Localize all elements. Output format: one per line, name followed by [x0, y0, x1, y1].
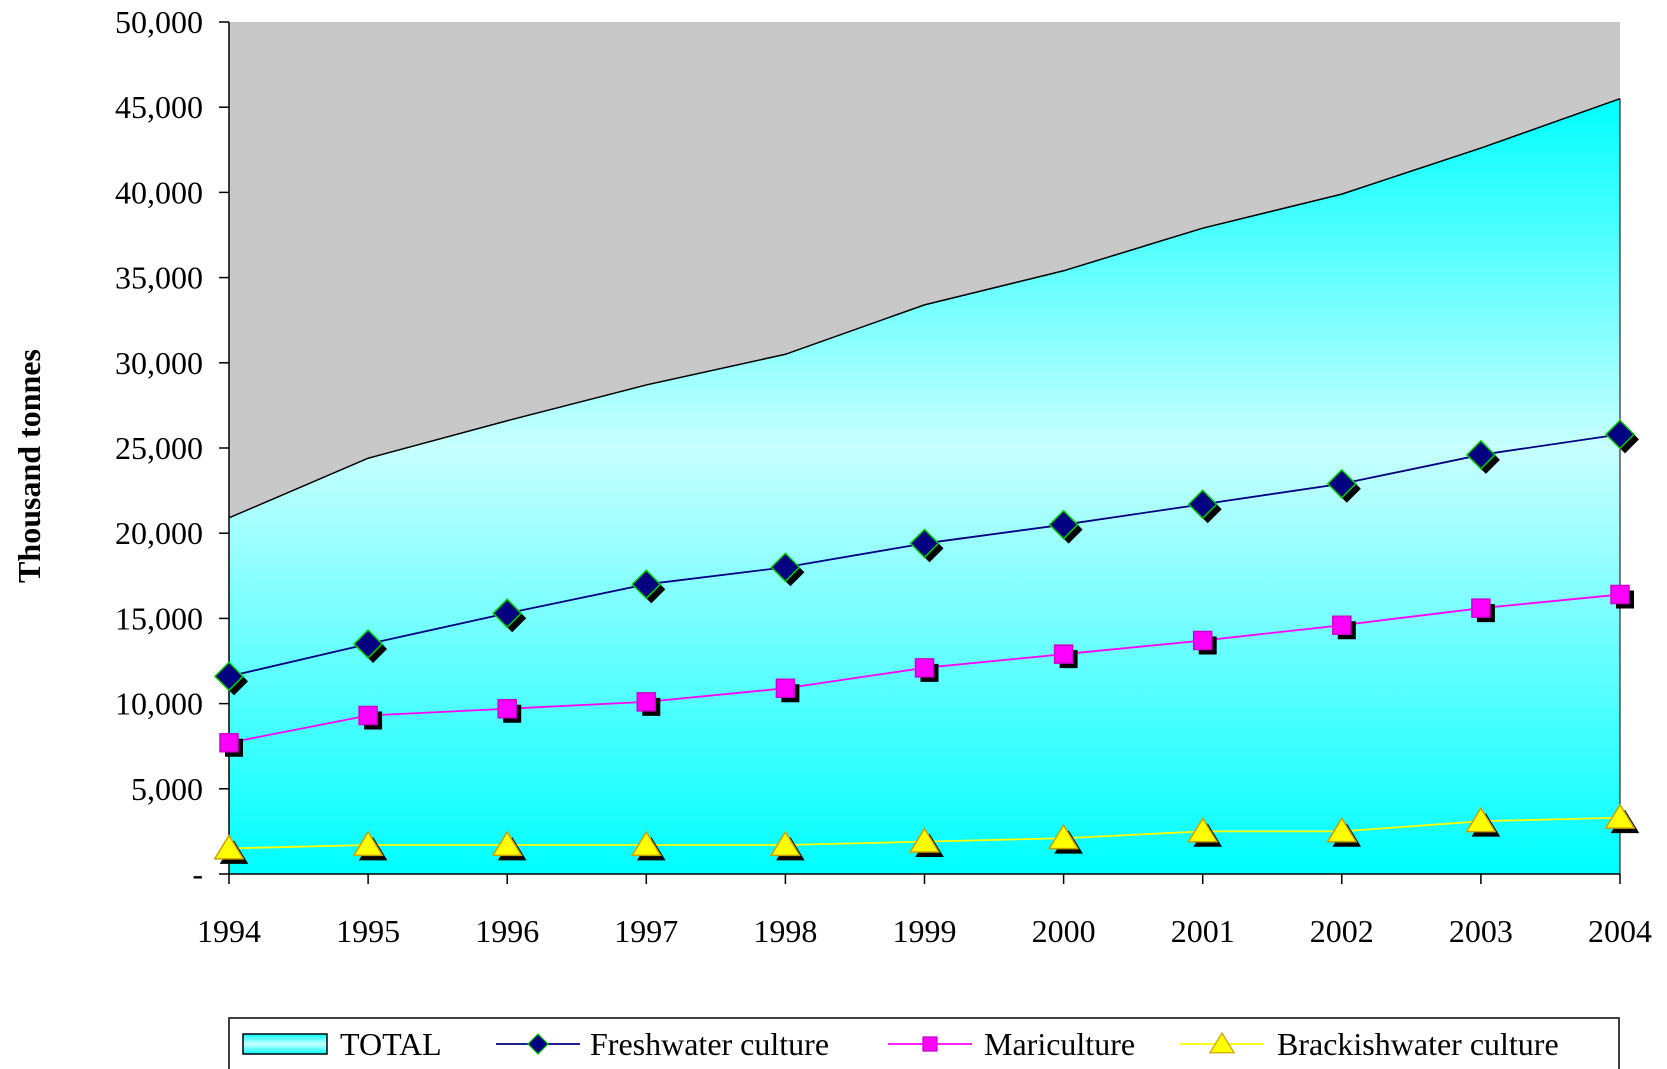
y-tick-label: 20,000 — [115, 515, 203, 551]
marker-brackishwater-culture — [213, 834, 245, 860]
marker-freshwater-culture — [770, 552, 801, 583]
series-line-total — [228, 97, 1621, 519]
marker-brackishwater-culture — [908, 827, 941, 853]
y-tick-label: 15,000 — [115, 600, 203, 636]
area-layer — [229, 98, 1620, 875]
legend-marker-brackishwater-culture — [1208, 1031, 1236, 1054]
marker-freshwater-culture — [492, 598, 523, 629]
marker-brackishwater-culture — [1187, 816, 1219, 843]
marker-mariculture — [636, 692, 657, 712]
x-tick-label: 1994 — [197, 913, 261, 949]
marker-freshwater-culture — [1326, 468, 1357, 499]
marker-mariculture — [219, 733, 239, 753]
legend-label-mariculture: Mariculture — [984, 1026, 1135, 1062]
marker-freshwater-culture — [213, 661, 245, 692]
marker-freshwater-culture — [1465, 439, 1496, 470]
x-tick-label: 1997 — [614, 913, 678, 949]
x-tick-label: 1998 — [753, 913, 817, 949]
marker-mariculture — [358, 705, 378, 726]
marker-freshwater-culture — [353, 628, 384, 660]
marker-brackishwater-culture — [630, 830, 662, 857]
marker-freshwater-culture — [1604, 419, 1636, 450]
y-tick-label: 10,000 — [115, 686, 203, 722]
marker-brackishwater-culture — [1047, 823, 1080, 850]
series-area-total — [229, 98, 1620, 875]
y-tick-label: 30,000 — [115, 345, 203, 381]
legend-swatch-total — [242, 1033, 328, 1055]
y-axis-title: Thousand tonnes — [11, 349, 47, 583]
x-tick-label: 2000 — [1032, 913, 1096, 949]
legend-marker-freshwater-culture — [527, 1033, 549, 1055]
y-tick-label: - — [192, 856, 203, 892]
legend-marker-mariculture — [922, 1036, 938, 1052]
y-tick-label: 5,000 — [131, 771, 203, 807]
marker-mariculture — [497, 698, 517, 719]
x-tick-label: 1996 — [475, 913, 539, 949]
y-tick-label: 45,000 — [115, 89, 203, 125]
y-tick-label: 35,000 — [115, 260, 203, 296]
marker-brackishwater-culture — [352, 830, 384, 857]
legend-label-brackishwater-culture: Brackishwater culture — [1277, 1026, 1559, 1062]
marker-brackishwater-culture — [491, 830, 523, 857]
ticks-layer: - 5,000 10,000 15,000 20,000 25,000 30,000 35,0… — [115, 4, 1652, 949]
marker-mariculture — [1332, 615, 1352, 635]
marker-brackishwater-culture — [769, 830, 802, 857]
x-tick-label: 2004 — [1588, 913, 1652, 949]
y-tick-label: 50,000 — [115, 4, 203, 40]
marker-mariculture — [775, 678, 796, 699]
marker-freshwater-culture — [1187, 489, 1218, 520]
legend-label-total: TOTAL — [340, 1026, 442, 1062]
legend-label-freshwater-culture: Freshwater culture — [590, 1026, 829, 1062]
marker-brackishwater-culture — [1465, 806, 1497, 833]
marker-mariculture — [1471, 598, 1491, 618]
x-tick-label: 2002 — [1310, 913, 1374, 949]
legend: TOTAL Freshwater culture Mariculture Bracki… — [228, 1017, 1620, 1069]
marker-freshwater-culture — [1048, 509, 1079, 540]
series-layer — [213, 97, 1640, 874]
marker-freshwater-culture — [631, 569, 662, 600]
x-tick-label: 2003 — [1449, 913, 1513, 949]
marker-mariculture — [1610, 584, 1630, 605]
marker-brackishwater-culture — [1604, 803, 1636, 829]
x-tick-label: 1995 — [336, 913, 400, 949]
y-tick-label: 40,000 — [115, 174, 203, 210]
y-tick-label: 25,000 — [115, 430, 203, 466]
x-tick-label: 1999 — [893, 913, 957, 949]
marker-mariculture — [914, 658, 935, 678]
x-tick-label: 2001 — [1171, 913, 1235, 949]
marker-mariculture — [1192, 630, 1213, 651]
marker-mariculture — [1053, 644, 1074, 664]
marker-freshwater-culture — [909, 528, 940, 559]
marker-brackishwater-culture — [1326, 816, 1358, 843]
